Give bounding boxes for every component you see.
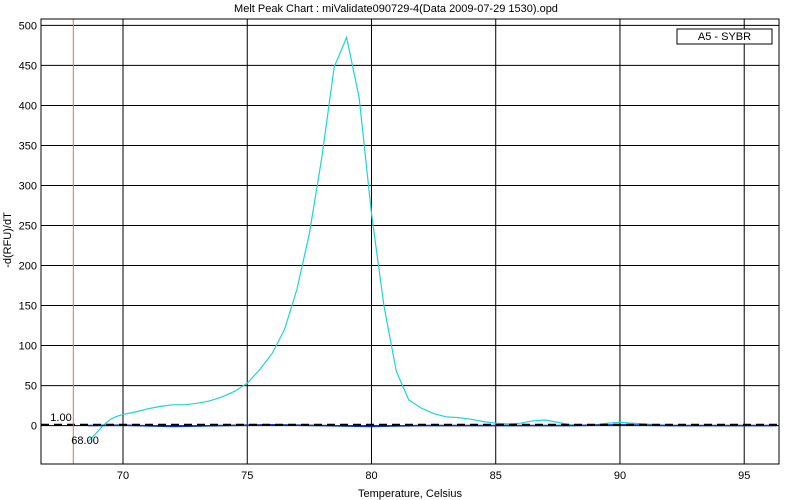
x-tick-label: 95: [738, 470, 750, 482]
y-tick-label: 50: [25, 381, 37, 393]
x-tick-label: 75: [241, 470, 253, 482]
x-axis-title: Temperature, Celsius: [358, 488, 462, 500]
grid-lines: [41, 19, 779, 464]
chart-title: Melt Peak Chart : miValidate090729-4(Dat…: [234, 3, 558, 15]
y-tick-label: 450: [19, 60, 37, 72]
x-tick-label: 85: [490, 470, 502, 482]
x-tick-label: 80: [365, 470, 377, 482]
legend-box: [676, 28, 773, 45]
tick-labels: 70 75 80 85 90 95 0 50 100 150 200 250 300 350 400 450 5…: [19, 20, 751, 482]
y-tick-label: 500: [19, 20, 37, 32]
y-tick-label: 100: [19, 341, 37, 353]
x-tick-label: 90: [614, 470, 626, 482]
temperature-marker-label: 68.00: [71, 435, 99, 447]
legend: A5 - SYBR: [676, 28, 773, 45]
plot-frame: [40, 18, 780, 465]
y-tick-label: 0: [31, 421, 37, 433]
marker-layer: 68.001.00: [41, 19, 779, 464]
x-tick-label: 70: [117, 470, 129, 482]
y-tick-label: 250: [19, 220, 37, 232]
threshold-label: 1.00: [50, 412, 71, 424]
y-tick-label: 350: [19, 140, 37, 152]
y-axis-title: -d(RFU)/dT: [2, 212, 14, 268]
y-tick-label: 300: [19, 180, 37, 192]
y-tick-label: 400: [19, 100, 37, 112]
legend-entry-a5-sybr: A5 - SYBR: [698, 31, 751, 43]
series-line-a5-sybr: [87, 35, 777, 443]
y-tick-label: 150: [19, 301, 37, 313]
y-tick-label: 200: [19, 261, 37, 273]
